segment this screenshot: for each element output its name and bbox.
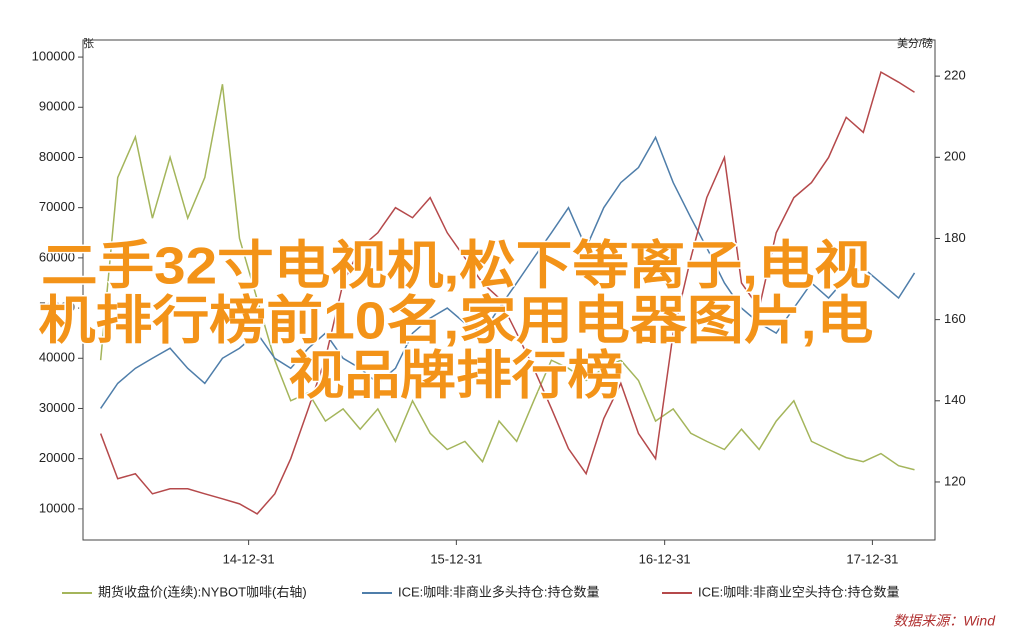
- overlay-text: 二手32寸电视机,松下等离子,电视: [41, 238, 871, 296]
- overlay-text: 机排行榜前10名,家用电器图片,电: [39, 293, 874, 351]
- legend-label: ICE:咖啡:非商业空头持仓:持仓数量: [698, 584, 900, 599]
- y2-tick-label: 160: [944, 311, 966, 326]
- y-tick-label: 60000: [39, 249, 75, 264]
- y-tick-label: 90000: [39, 99, 75, 114]
- y-tick-label: 80000: [39, 149, 75, 164]
- y2-tick-label: 180: [944, 230, 966, 245]
- y2-axis-label: 美分/磅: [897, 36, 933, 50]
- y2-tick-label: 200: [944, 149, 966, 164]
- series-line: [100, 135, 916, 409]
- source: 数据来源：Wind: [893, 613, 996, 629]
- x-tick-label: 15-12-31: [430, 551, 482, 566]
- legend-label: ICE:咖啡:非商业多头持仓:持仓数量: [398, 584, 600, 599]
- y-tick-label: 40000: [39, 350, 75, 365]
- overlay-text: 视品牌排行榜: [289, 348, 624, 406]
- y-tick-label: 30000: [39, 400, 75, 415]
- x-tick-label: 14-12-31: [223, 551, 275, 566]
- series-line: [99, 71, 915, 515]
- y-axis-label: 张: [83, 37, 94, 50]
- series-line: [99, 84, 915, 471]
- y-tick-label: 20000: [39, 450, 75, 465]
- y2-tick-label: 220: [944, 68, 966, 83]
- y2-tick-label: 120: [944, 473, 966, 488]
- y-tick-label: 50000: [39, 300, 75, 315]
- legend-label: 期货收盘价(连续):NYBOT咖啡(右轴): [98, 584, 307, 599]
- x-tick-label: 16-12-31: [639, 551, 691, 566]
- plot-frame: [82, 39, 936, 541]
- y-tick-label: 70000: [39, 199, 75, 214]
- y-tick-label: 10000: [39, 500, 75, 515]
- x-tick-label: 17-12-31: [846, 551, 898, 566]
- y2-tick-label: 140: [944, 392, 966, 407]
- y-tick-label: 100000: [32, 49, 75, 64]
